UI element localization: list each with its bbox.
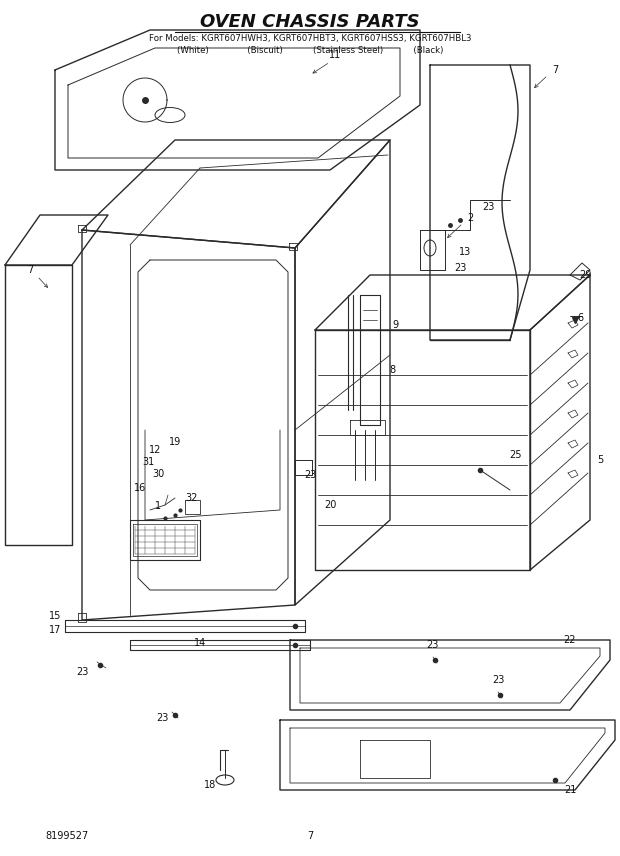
Text: (White)              (Biscuit)           (Stainless Steel)           (Black): (White) (Biscuit) (Stainless Steel) (Bla…	[177, 45, 443, 55]
Text: 16: 16	[134, 483, 146, 493]
Text: 31: 31	[142, 457, 154, 467]
Text: 8199527: 8199527	[45, 831, 88, 841]
Text: 15: 15	[49, 611, 61, 621]
Text: 11: 11	[329, 50, 341, 60]
Text: 2: 2	[467, 213, 473, 223]
Text: 23: 23	[454, 263, 466, 273]
Text: 21: 21	[564, 785, 576, 795]
Text: For Models: KGRT607HWH3, KGRT607HBT3, KGRT607HSS3, KGRT607HBL3: For Models: KGRT607HWH3, KGRT607HBT3, KG…	[149, 33, 471, 43]
Text: 18: 18	[204, 780, 216, 790]
Text: 7: 7	[552, 65, 558, 75]
Text: 23: 23	[426, 640, 438, 650]
Text: 20: 20	[324, 500, 336, 510]
Text: 13: 13	[459, 247, 471, 257]
Text: 1: 1	[155, 501, 161, 511]
Text: 6: 6	[577, 313, 583, 323]
Text: 23: 23	[76, 667, 88, 677]
Text: 32: 32	[186, 493, 198, 503]
Text: 23: 23	[482, 202, 494, 212]
Text: 12: 12	[149, 445, 161, 455]
Text: OVEN CHASSIS PARTS: OVEN CHASSIS PARTS	[200, 13, 420, 31]
Text: 23: 23	[156, 713, 168, 723]
Text: 25: 25	[509, 450, 521, 460]
Text: 23: 23	[304, 470, 316, 480]
Text: 17: 17	[49, 625, 61, 635]
Text: 7: 7	[307, 831, 313, 841]
Text: 8: 8	[389, 365, 395, 375]
Text: 7: 7	[27, 265, 33, 275]
Text: 30: 30	[152, 469, 164, 479]
Text: 23: 23	[492, 675, 504, 685]
Text: 19: 19	[169, 437, 181, 447]
Text: 5: 5	[597, 455, 603, 465]
Text: 29: 29	[579, 270, 591, 280]
Text: 14: 14	[194, 638, 206, 648]
Text: 22: 22	[564, 635, 576, 645]
Text: 9: 9	[392, 320, 398, 330]
